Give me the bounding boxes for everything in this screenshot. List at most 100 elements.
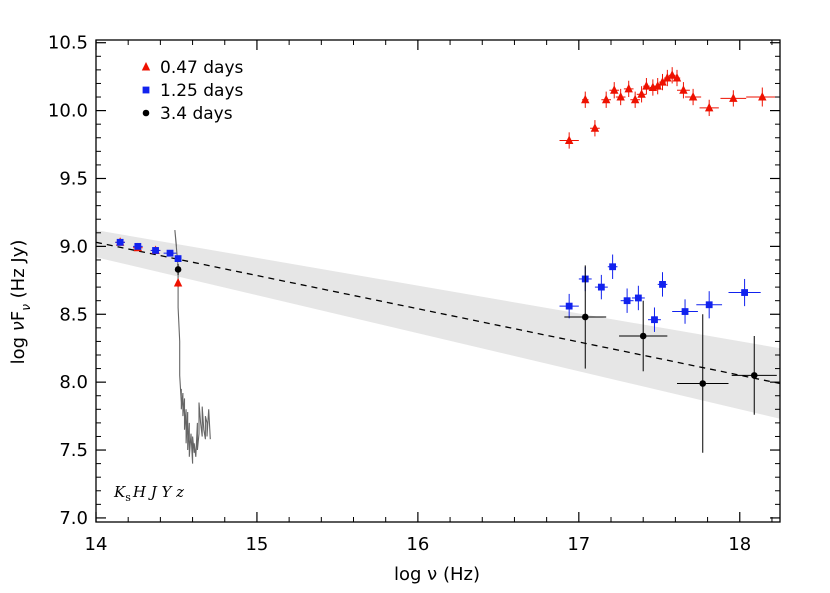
y-axis-label-prefix: log: [8, 331, 29, 364]
data-point: [609, 82, 620, 99]
triangle-marker: [704, 102, 714, 112]
legend-triangle-marker: [141, 62, 151, 71]
square-marker: [597, 283, 605, 291]
triangle-marker: [663, 73, 672, 82]
legend-circle-marker: [142, 109, 150, 117]
y-axis-label-f: F: [8, 311, 29, 321]
data-point: [133, 242, 143, 250]
y-tick-label: 9.0: [59, 236, 88, 257]
square-marker: [623, 297, 631, 305]
circle-marker: [699, 380, 707, 387]
band-label-rest: H J Y z: [132, 483, 184, 501]
data-point: [559, 293, 579, 319]
data-point: [630, 91, 640, 108]
legend-item: 1.25 days: [142, 81, 244, 101]
x-tick-label: 14: [85, 534, 108, 555]
data-point: [564, 265, 607, 369]
y-tick-label: 10.0: [48, 101, 88, 122]
square-marker: [634, 294, 642, 302]
y-axis-label-sub: ν: [19, 304, 33, 311]
triangle-marker: [672, 73, 682, 82]
x-tick-label: 16: [406, 534, 429, 555]
legend-item: 0.47 days: [141, 58, 244, 78]
data-point: [115, 238, 125, 246]
x-tick-label: 17: [567, 534, 590, 555]
square-marker: [741, 289, 748, 296]
data-point: [594, 274, 608, 300]
legend-square-marker: [142, 86, 150, 94]
legend: 0.47 days 1.25 days 3.4 days: [141, 58, 244, 124]
data-point: [676, 314, 729, 453]
triangle-marker: [590, 123, 600, 132]
data-point: [657, 272, 668, 297]
triangle-marker: [630, 94, 640, 104]
data-point: [685, 88, 702, 106]
square-marker: [681, 308, 689, 315]
x-tick-label: 15: [245, 534, 268, 555]
data-point: [696, 291, 723, 319]
y-tick-label: 8.5: [59, 304, 88, 325]
data-point: [728, 278, 761, 307]
square-marker: [609, 263, 617, 271]
triangle-marker: [610, 85, 619, 94]
data-point: [631, 285, 645, 311]
data-point: [667, 67, 677, 84]
circle-marker: [581, 313, 589, 321]
data-point: [174, 264, 182, 275]
plot-frame: [95, 39, 781, 523]
triangle-marker: [624, 83, 633, 93]
data-point: [642, 78, 651, 95]
data-point: [607, 254, 618, 279]
triangle-marker: [658, 77, 667, 86]
uncertainty-band-layer: [96, 230, 780, 419]
data-point: [699, 99, 719, 117]
series-circle: [174, 264, 777, 453]
triangle-marker: [653, 81, 662, 90]
data-point: [174, 255, 182, 262]
data-point: [746, 87, 779, 107]
square-marker: [134, 242, 142, 250]
data-point: [672, 69, 682, 87]
band-label-k: K: [113, 483, 126, 501]
y-tick-label: 7.0: [59, 508, 88, 529]
data-point: [590, 120, 600, 137]
legend-label: 1.25 days: [160, 81, 244, 101]
square-marker: [705, 301, 713, 309]
band-label: Ks H J Y z: [113, 483, 184, 504]
data-point: [150, 247, 161, 254]
y-tick-label: 10.5: [48, 33, 88, 54]
y-tick-label: 8.0: [59, 372, 88, 393]
circle-marker: [750, 372, 758, 379]
square-marker: [116, 238, 124, 246]
data-point: [615, 88, 626, 106]
data-point: [676, 82, 690, 99]
series-triangle: [115, 67, 779, 288]
y-axis-label-suffix: (Hz Jy): [8, 240, 29, 304]
data-point: [731, 335, 777, 415]
triangle-marker: [173, 278, 183, 287]
square-marker: [651, 316, 658, 324]
data-point: [601, 91, 612, 108]
legend-label: 0.47 days: [160, 58, 244, 78]
square-marker: [659, 280, 666, 288]
y-axis-label-nu: ν: [8, 321, 29, 331]
y-tick-label: 9.5: [59, 168, 88, 189]
y-tick-label: 7.5: [59, 440, 88, 461]
data-point: [623, 80, 634, 98]
triangle-marker: [616, 92, 625, 101]
triangle-marker: [758, 92, 767, 101]
x-axis-label: log ν (Hz): [394, 564, 480, 585]
square-marker: [166, 249, 174, 257]
data-point: [648, 307, 661, 332]
band-label-subscript: s: [125, 491, 131, 504]
legend-label: 3.4 days: [160, 104, 233, 124]
square-marker: [174, 255, 182, 262]
circle-marker: [174, 266, 182, 273]
data-point: [653, 78, 662, 95]
x-tick-label: 18: [728, 534, 751, 555]
triangle-marker: [729, 93, 738, 102]
triangle-marker: [679, 85, 688, 94]
optical-spectrum: [177, 283, 211, 464]
series-layer: [115, 67, 779, 453]
